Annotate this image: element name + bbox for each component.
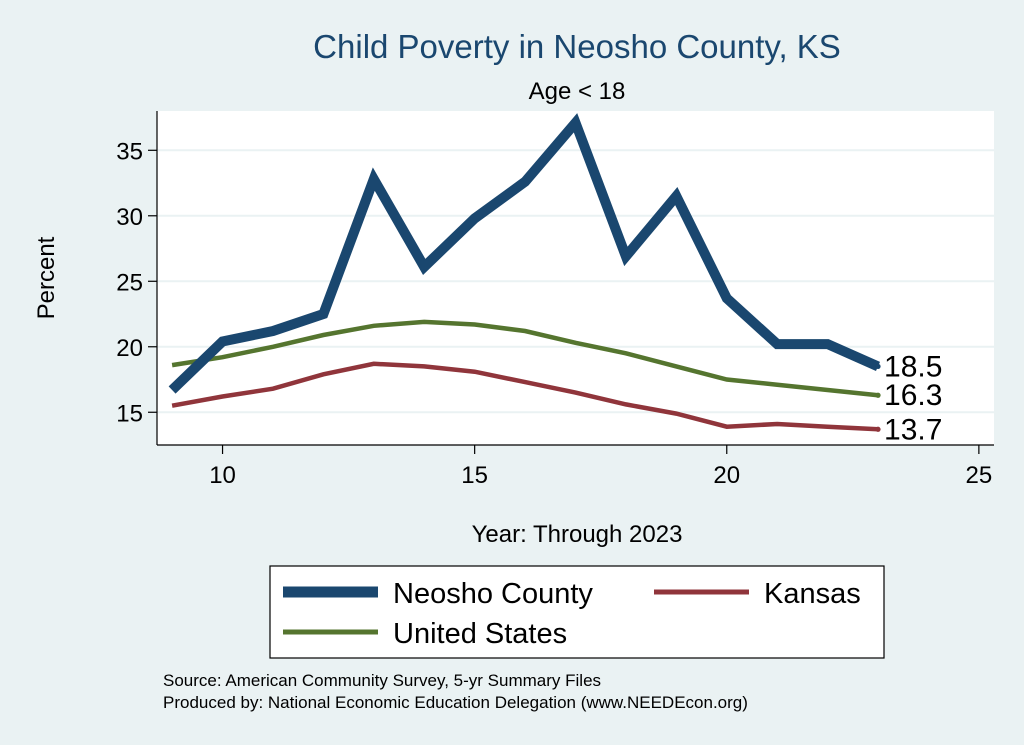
chart-title: Child Poverty in Neosho County, KS xyxy=(313,28,841,65)
series-layer xyxy=(168,113,881,432)
end-labels: 13.716.318.5 xyxy=(884,350,942,446)
series-line-neosho-county xyxy=(168,113,881,394)
y-tick-label-30: 30 xyxy=(116,204,143,231)
legend-label-kansas: Kansas xyxy=(764,578,861,610)
end-label-kansas: 13.7 xyxy=(884,413,942,446)
x-tick-label-15: 15 xyxy=(461,462,488,489)
series-endpoint-kansas xyxy=(875,426,881,432)
source-line-2: Produced by: National Economic Education… xyxy=(163,693,748,712)
legend-label-neosho: Neosho County xyxy=(393,578,593,610)
series-endpoint-neosho-county xyxy=(875,363,881,370)
y-tick-label-15: 15 xyxy=(116,400,143,427)
x-axis-title: Year: Through 2023 xyxy=(472,521,683,548)
legend-box xyxy=(269,565,885,659)
y-ticks: 15 20 25 30 35 xyxy=(116,138,157,427)
end-label-neosho-county: 18.5 xyxy=(884,350,942,383)
x-ticks: 10 15 20 25 xyxy=(209,445,992,489)
legend-label-us: United States xyxy=(393,618,567,650)
x-tick-label-25: 25 xyxy=(966,462,993,489)
chart-subtitle: Age < 18 xyxy=(529,78,626,105)
y-tick-label-20: 20 xyxy=(116,335,143,362)
gridlines xyxy=(157,149,994,414)
y-tick-label-25: 25 xyxy=(116,269,143,296)
source-line-1: Source: American Community Survey, 5-yr … xyxy=(163,671,601,690)
series-line-kansas xyxy=(171,361,879,432)
plot-area xyxy=(157,111,994,445)
series-endpoint-united-states xyxy=(875,392,881,398)
y-tick-label-35: 35 xyxy=(116,138,143,165)
series-line-united-states xyxy=(171,319,879,398)
legend: Neosho County Kansas United States xyxy=(269,565,885,659)
end-label-united-states: 16.3 xyxy=(884,379,942,412)
x-tick-label-10: 10 xyxy=(209,462,236,489)
x-tick-label-20: 20 xyxy=(713,462,740,489)
y-axis-title: Percent xyxy=(33,236,60,319)
